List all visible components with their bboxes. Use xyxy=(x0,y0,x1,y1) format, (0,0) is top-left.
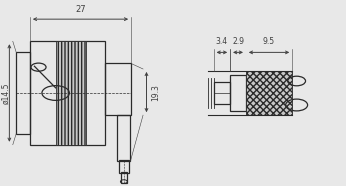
Text: 9.5: 9.5 xyxy=(263,37,275,46)
Bar xyxy=(246,71,292,115)
Bar xyxy=(16,52,30,134)
Text: ø14.5: ø14.5 xyxy=(1,82,10,104)
Text: 2.9: 2.9 xyxy=(232,37,244,46)
Bar xyxy=(121,172,127,183)
Bar xyxy=(30,41,105,145)
Bar xyxy=(105,63,131,115)
Bar xyxy=(230,76,246,110)
Text: 19.3: 19.3 xyxy=(152,84,161,100)
Bar xyxy=(117,115,130,161)
Bar xyxy=(214,82,230,104)
Text: 27: 27 xyxy=(75,5,86,14)
Bar xyxy=(56,41,86,145)
Bar xyxy=(119,160,129,173)
Text: 3.4: 3.4 xyxy=(216,37,228,46)
